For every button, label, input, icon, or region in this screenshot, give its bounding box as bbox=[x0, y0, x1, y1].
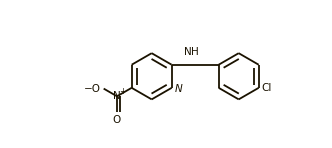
Text: N: N bbox=[184, 47, 192, 57]
Text: O: O bbox=[113, 115, 121, 125]
Text: H: H bbox=[191, 47, 199, 57]
Text: N: N bbox=[175, 84, 183, 94]
Text: Cl: Cl bbox=[262, 83, 272, 93]
Text: N: N bbox=[113, 91, 121, 101]
Text: +: + bbox=[119, 87, 126, 96]
Text: −O: −O bbox=[84, 84, 101, 94]
